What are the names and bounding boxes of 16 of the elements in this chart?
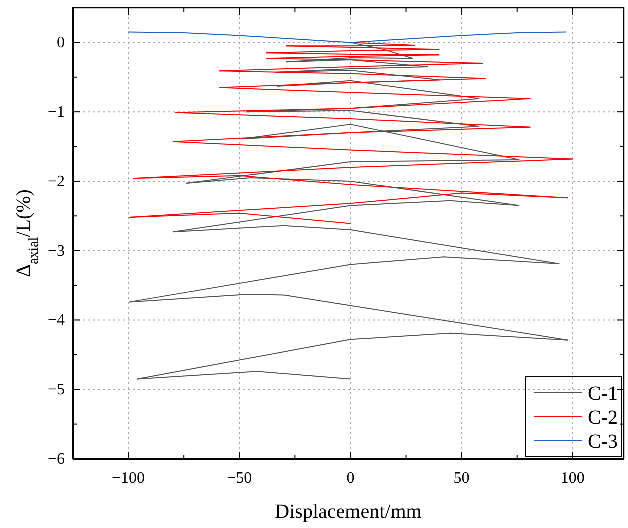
y-tick-label: −6	[48, 451, 65, 468]
legend-label: C-1	[588, 383, 618, 405]
y-tick-label: −2	[48, 173, 65, 190]
x-tick-label: 50	[454, 470, 470, 487]
x-tick-label: −50	[227, 470, 252, 487]
x-axis-title: Displacement/mm	[275, 501, 422, 523]
x-tick-label: −100	[112, 470, 146, 487]
y-tick-label: −1	[48, 104, 65, 122]
x-tick-label: 100	[560, 470, 585, 487]
y-tick-label: −3	[48, 242, 65, 260]
legend-label: C-3	[588, 431, 618, 453]
y-tick-label: −5	[48, 382, 65, 399]
y-tick-label: 0	[57, 34, 65, 52]
y-tick-label: −4	[48, 312, 65, 330]
x-tick-label: 0	[346, 470, 355, 487]
legend-label: C-2	[588, 407, 618, 429]
